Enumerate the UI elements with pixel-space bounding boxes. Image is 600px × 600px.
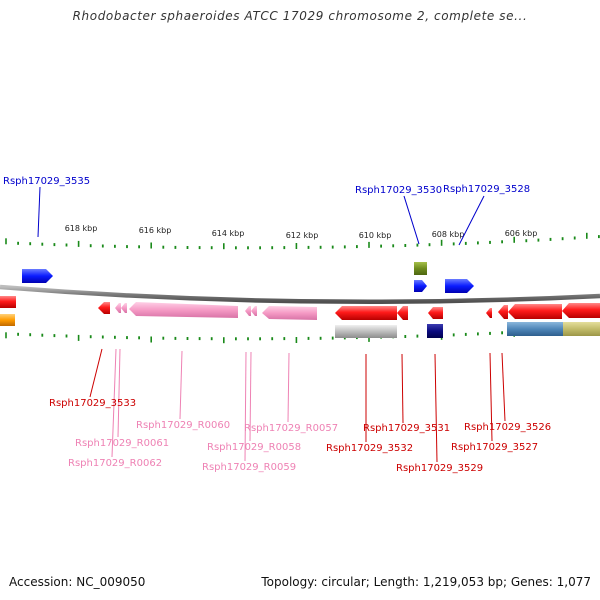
scale-label: 612 kbp [286,231,319,240]
gene-label[interactable]: Rsph17029_3535 [3,176,90,187]
connector-r0060 [179,350,183,420]
gene-label[interactable]: Rsph17029_3531 [363,423,450,434]
rna-feature-r0060[interactable] [129,302,238,318]
connector-3526 [501,352,506,422]
scale-label: 608 kbp [432,230,465,239]
gene-label[interactable]: Rsph17029_R0057 [244,423,338,434]
rna-feature-r0061[interactable] [121,303,127,313]
gene-feature-3530[interactable] [414,280,427,292]
gene-label[interactable]: Rsph17029_3528 [443,184,530,195]
connector-r0062 [111,348,117,458]
cds-feature-right-a[interactable] [508,304,562,319]
feature-navy[interactable] [427,324,443,338]
connector-3530 [403,195,420,245]
gene-label[interactable]: Rsph17029_3532 [326,443,413,454]
feature-gray[interactable] [335,325,397,338]
connector-3535 [37,186,41,238]
gene-label[interactable]: Rsph17029_3529 [396,463,483,474]
connector-3533 [89,348,103,398]
gene-label[interactable]: Rsph17029_3530 [355,185,442,196]
gene-label[interactable]: Rsph17029_3526 [464,422,551,433]
gene-label[interactable]: Rsph17029_R0059 [202,462,296,473]
reverse-strand-features [0,296,600,338]
connector-r0058 [249,351,252,442]
gene-label[interactable]: Rsph17029_3533 [49,398,136,409]
map-title: Rhodobacter sphaeroides ATCC 17029 chrom… [72,9,528,23]
connector-r0061 [117,348,121,438]
feature-left-red[interactable] [0,296,16,308]
connector-r0057 [287,352,290,423]
connector-r0059 [244,351,247,462]
scale-label: 610 kbp [359,231,392,240]
gene-feature-3535[interactable] [22,269,53,283]
feature-khaki[interactable] [563,322,600,336]
cds-feature-3526[interactable] [498,305,508,319]
connector-3531 [401,353,404,424]
connector-3527 [489,352,493,442]
rna-feature-r0058[interactable] [251,306,257,316]
feature-labels: Rsph17029_3535 Rsph17029_3530 Rsph17029_… [3,176,551,474]
scale-label: 616 kbp [139,226,172,235]
chromosome-backbone [0,284,600,305]
forward-strand-features [22,262,474,293]
scale-label: 618 kbp [65,224,98,233]
gene-feature-olive[interactable] [414,262,427,275]
cds-feature-3529[interactable] [428,307,443,319]
rna-feature-r0059[interactable] [245,306,251,316]
scale-labels: 618 kbp 616 kbp 614 kbp 612 kbp 610 kbp … [65,224,538,240]
scale-label: 606 kbp [505,229,538,238]
feature-steel[interactable] [507,322,563,336]
scale-label: 614 kbp [212,229,245,238]
connector-3529 [434,353,438,463]
rna-feature-r0062[interactable] [115,303,121,313]
rna-feature-r0057[interactable] [262,306,317,320]
cds-feature-3533[interactable] [98,302,110,314]
gene-label[interactable]: Rsph17029_R0061 [75,438,169,449]
gene-label[interactable]: Rsph17029_R0062 [68,458,162,469]
gene-feature-3528[interactable] [445,279,474,293]
cds-feature-3531[interactable] [397,306,408,320]
gene-label[interactable]: Rsph17029_3527 [451,442,538,453]
cds-feature-3532[interactable] [335,306,397,320]
topology-text: Topology: circular; Length: 1,219,053 bp… [261,575,591,589]
feature-left-orange[interactable] [0,314,15,326]
accession-text: Accession: NC_009050 [9,575,146,589]
gene-label[interactable]: Rsph17029_R0058 [207,442,301,453]
connector-3528 [458,195,485,246]
cds-feature-right-b[interactable] [562,303,600,318]
gene-label[interactable]: Rsph17029_R0060 [136,420,230,431]
upper-tick-row [5,232,600,250]
label-connectors [37,186,506,463]
cds-feature-3527[interactable] [486,308,492,318]
